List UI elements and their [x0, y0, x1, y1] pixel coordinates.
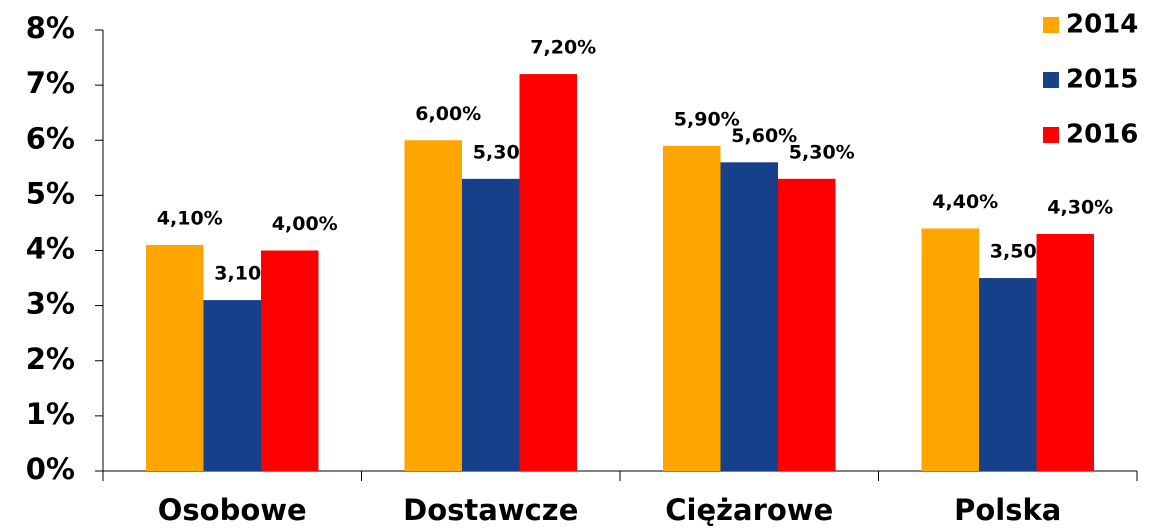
- bar: [203, 300, 261, 471]
- bar: [979, 278, 1037, 471]
- x-tick-label: Polska: [954, 493, 1061, 527]
- legend-label: 2014: [1066, 10, 1138, 40]
- value-label: 7,20%: [530, 37, 596, 59]
- bar: [261, 250, 319, 471]
- bar: [720, 162, 778, 472]
- x-tick-label: Ciężarowe: [665, 493, 833, 527]
- legend-swatch: [1043, 72, 1059, 88]
- y-tick-label: 8%: [26, 11, 75, 45]
- value-label: 4,10%: [157, 207, 223, 229]
- legend-swatch: [1043, 127, 1059, 143]
- bar: [778, 178, 836, 471]
- bar: [921, 228, 979, 471]
- value-label: 4,30%: [1047, 196, 1113, 218]
- y-tick-label: 3%: [26, 287, 75, 321]
- legend-label: 2016: [1066, 120, 1138, 150]
- bar: [519, 74, 577, 471]
- value-label: 4,40%: [932, 191, 998, 213]
- x-tick-label: Dostawcze: [403, 493, 578, 527]
- bar: [1036, 233, 1094, 471]
- y-tick-label: 6%: [26, 121, 75, 155]
- bar: [663, 145, 721, 471]
- bar: [404, 140, 462, 471]
- y-tick-label: 2%: [26, 342, 75, 376]
- x-tick-label: Osobowe: [158, 493, 307, 527]
- bar: [462, 178, 520, 471]
- value-label: 5,30%: [789, 141, 855, 163]
- y-tick-label: 1%: [26, 397, 75, 431]
- y-tick-label: 7%: [26, 66, 75, 100]
- legend-label: 2015: [1066, 65, 1138, 95]
- bar: [146, 244, 204, 471]
- value-label: 6,00%: [415, 103, 481, 125]
- value-label: 4,00%: [272, 213, 338, 235]
- y-tick-label: 0%: [26, 452, 75, 486]
- y-tick-label: 5%: [26, 176, 75, 210]
- value-label: 5,90%: [674, 108, 740, 130]
- value-label: 5,60%: [731, 125, 797, 147]
- y-tick-label: 4%: [26, 232, 75, 266]
- legend-swatch: [1043, 17, 1059, 33]
